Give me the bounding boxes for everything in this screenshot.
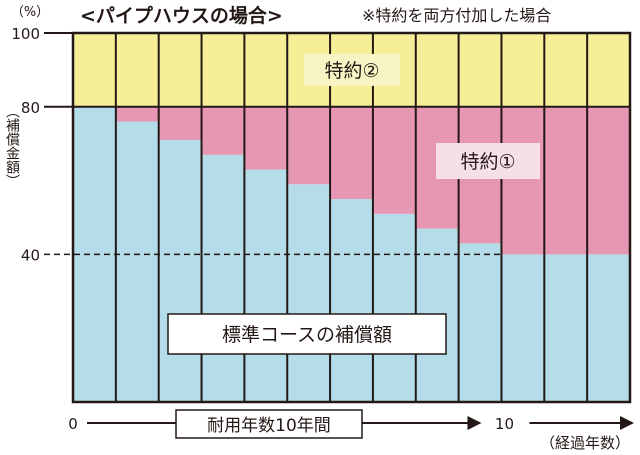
rider1-segment-2 [158,106,202,141]
standard-segment-7 [372,213,416,402]
rider1-label: 特約① [460,151,515,173]
lifetime-arrowhead [467,416,482,430]
x-axis: 0 10 耐用年数10年間 （経過年数） [68,409,634,452]
rider1-segment-4 [244,106,288,170]
x-axis-label: （経過年数） [540,434,630,452]
rider1-segment-7 [372,106,416,214]
standard-segment-4 [244,169,288,402]
y-tick-label: 100 [11,25,40,43]
standard-segment-9 [458,243,502,402]
rider2-label-bg [304,53,400,86]
standard-segment-5 [287,184,331,402]
rider2-label: 特約② [324,60,379,82]
rider1-label-bg [436,143,540,179]
chart-note: ※特約を両方付加した場合 [362,6,551,25]
overlay-layer: 特約② 特約① 標準コースの補償額 [44,31,632,404]
x-tick-label: 10 [495,415,514,433]
standard-segment-3 [201,154,245,402]
rider2-segment-1 [115,33,159,107]
rider1-segment-1 [115,106,159,122]
y-axis-label: （補償金額） [4,104,20,188]
rider2-segment-2 [158,33,202,107]
standard-segment-6 [330,199,373,402]
lifetime-box [175,409,363,439]
rider1-segment-12 [587,106,630,255]
standard-segment-11 [544,254,588,402]
rider2-segment-11 [544,33,588,107]
rider1-segment-6 [330,106,373,200]
rider2-segment-9 [458,33,502,107]
rider2-segment-3 [201,33,245,107]
y-tick-label: 40 [21,246,40,264]
ticks-layer: 40 80 100 [11,25,40,264]
rider1-segment-11 [544,106,588,255]
rider1-segment-5 [287,106,331,185]
standard-segment-12 [587,254,630,402]
x-tick-label: 0 [68,415,78,433]
rider2-segment-8 [415,33,459,107]
rider2-segment-0 [73,33,116,107]
y-axis-unit: （%） [11,5,49,20]
standard-segment-2 [158,140,202,402]
y-tick-label: 80 [21,99,40,117]
x-axis-arrowhead [620,416,634,430]
standard-segment-10 [501,254,545,402]
rider2-segment-4 [244,33,288,107]
lifetime-label: 耐用年数10年間 [207,416,331,436]
rider2-segment-10 [501,33,545,107]
bars-layer [73,33,630,403]
standard-segment-1 [115,121,159,402]
standard-label: 標準コースの補償額 [222,324,392,346]
rider1-segment-3 [201,106,245,155]
standard-label-box [167,313,447,355]
rider2-segment-12 [587,33,630,107]
chart-title: <パイプハウスの場合> [80,4,283,27]
rider1-segment-10 [501,106,545,255]
